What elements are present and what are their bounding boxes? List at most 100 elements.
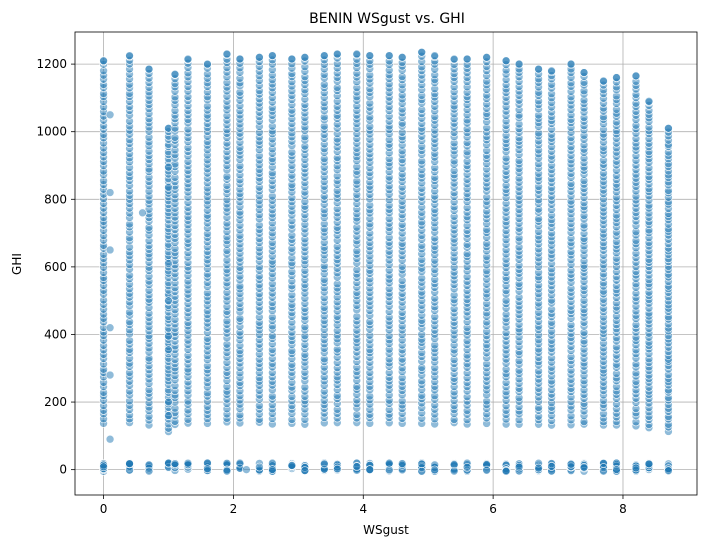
x-tick-label: 8 <box>619 502 627 516</box>
data-point <box>482 53 491 62</box>
data-point <box>417 47 427 57</box>
y-tick-label: 0 <box>59 463 67 477</box>
data-point <box>105 370 115 380</box>
data-points <box>99 47 673 476</box>
data-point <box>397 53 407 62</box>
data-point <box>144 466 154 476</box>
data-point <box>203 59 212 69</box>
data-point <box>99 462 108 472</box>
data-point <box>287 461 297 470</box>
data-point <box>164 331 173 341</box>
data-point <box>125 51 134 60</box>
data-point <box>430 51 439 60</box>
x-tick-label: 0 <box>100 502 108 516</box>
y-tick-label: 800 <box>44 192 67 206</box>
data-point <box>183 458 193 468</box>
data-point <box>644 459 654 469</box>
data-point <box>320 51 329 60</box>
data-point <box>501 56 511 66</box>
data-point <box>599 466 608 476</box>
data-point <box>365 51 375 60</box>
data-point <box>352 462 362 471</box>
data-point <box>300 466 310 475</box>
data-point <box>462 54 472 64</box>
data-point <box>105 245 115 255</box>
data-point <box>462 462 472 472</box>
x-axis: 0 2 4 6 8 <box>100 495 627 516</box>
data-point <box>255 462 264 472</box>
y-tick-label: 400 <box>44 327 67 341</box>
data-point <box>164 345 173 354</box>
y-tick-label: 1000 <box>36 125 67 139</box>
data-point <box>105 110 115 120</box>
data-point <box>268 465 277 474</box>
data-point <box>183 54 193 64</box>
data-point <box>534 463 543 473</box>
data-point <box>547 462 556 471</box>
y-tick-label: 1200 <box>36 57 67 71</box>
data-point <box>333 464 342 474</box>
data-point <box>547 66 556 76</box>
data-point <box>138 208 147 218</box>
data-point <box>501 467 511 476</box>
data-point <box>235 458 245 468</box>
y-axis-label: GHI <box>10 253 24 275</box>
data-point <box>514 462 524 472</box>
data-point <box>397 459 407 468</box>
data-point <box>170 459 180 468</box>
data-point <box>384 458 394 468</box>
data-point <box>268 51 277 60</box>
data-point <box>352 49 362 59</box>
data-point <box>417 459 427 469</box>
data-point <box>631 463 641 473</box>
data-point <box>164 397 173 407</box>
y-tick-label: 200 <box>44 395 67 409</box>
data-point <box>384 51 394 60</box>
data-point <box>320 459 329 469</box>
data-point <box>287 54 297 64</box>
data-point <box>579 68 589 77</box>
data-point <box>534 64 543 74</box>
data-point <box>255 53 264 62</box>
data-point <box>235 54 245 64</box>
data-point <box>300 53 310 62</box>
data-point <box>144 64 154 74</box>
data-point <box>664 466 673 476</box>
data-point <box>365 465 375 474</box>
data-point <box>430 465 439 475</box>
data-point <box>566 459 576 469</box>
data-point <box>170 69 180 79</box>
data-point <box>242 465 251 474</box>
data-point <box>333 49 342 59</box>
data-point <box>482 465 491 475</box>
data-point <box>417 466 427 476</box>
data-point <box>105 323 115 333</box>
data-point <box>599 76 608 86</box>
x-axis-label: WSgust <box>363 523 409 537</box>
data-point <box>449 54 459 64</box>
data-point <box>222 49 232 59</box>
y-axis: 0 200 400 600 800 1000 1200 <box>36 57 75 477</box>
data-point <box>612 73 621 82</box>
data-point <box>579 462 589 472</box>
data-point <box>164 183 173 192</box>
data-point <box>164 296 173 305</box>
x-tick-label: 4 <box>359 502 367 516</box>
data-point <box>125 459 134 468</box>
data-point <box>99 56 108 66</box>
data-point <box>203 464 212 474</box>
data-point <box>105 434 115 444</box>
data-point <box>105 188 115 197</box>
data-point <box>566 59 576 69</box>
data-point <box>164 259 173 268</box>
x-tick-label: 6 <box>489 502 497 516</box>
x-tick-label: 2 <box>230 502 238 516</box>
plot-frame <box>74 31 698 496</box>
data-point <box>644 96 654 106</box>
data-point <box>164 162 173 172</box>
data-point <box>612 465 621 474</box>
data-point <box>449 466 459 476</box>
chart-title: BENIN WSgust vs. GHI <box>309 11 465 27</box>
y-tick-label: 600 <box>44 260 67 274</box>
